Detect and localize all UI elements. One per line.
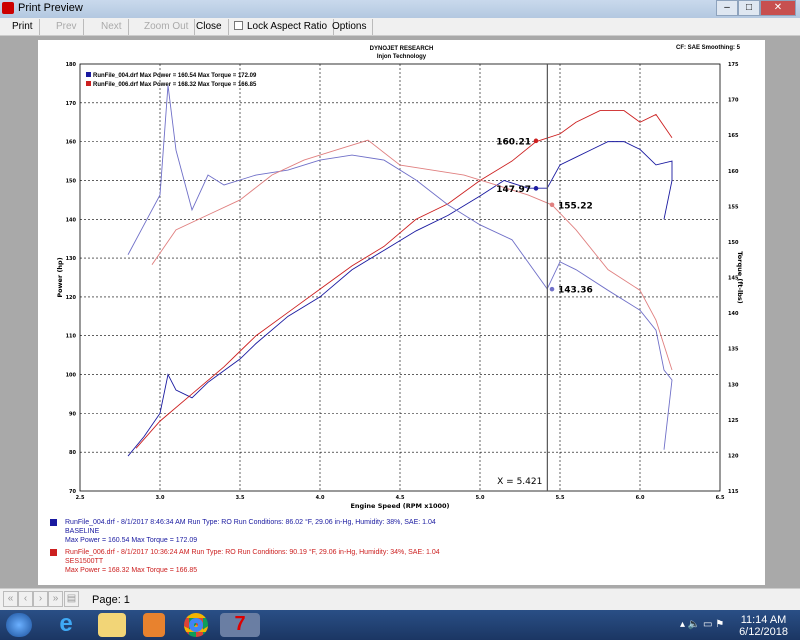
window-title: Print Preview <box>18 2 83 14</box>
run-swatch-blue <box>50 519 57 526</box>
report-subtitle: Injon Technology <box>376 54 427 60</box>
media-player-icon[interactable] <box>143 613 165 637</box>
app-icon <box>2 2 14 14</box>
run-swatch-red <box>50 549 57 556</box>
title-bar: Print Preview – □ ✕ <box>0 0 800 18</box>
minimize-button[interactable]: – <box>716 0 738 16</box>
status-bar: « ‹ › » ▤ Page: 1 <box>0 588 800 610</box>
close-button[interactable]: Close <box>190 19 229 35</box>
tray-icons[interactable]: ▴ 🔈 ▭ ⚑ <box>680 619 725 630</box>
start-button[interactable] <box>6 613 32 637</box>
page-indicator: Page: 1 <box>92 594 130 606</box>
checkbox-box[interactable] <box>234 21 243 30</box>
last-page-button[interactable]: » <box>48 591 63 607</box>
first-page-button[interactable]: « <box>3 591 18 607</box>
chrome-icon[interactable] <box>184 613 208 637</box>
lock-aspect-label: Lock Aspect Ratio <box>247 21 328 32</box>
next-button[interactable]: Next <box>95 19 129 35</box>
legend-swatch-blue <box>86 72 91 77</box>
prev-page-button[interactable]: ‹ <box>18 591 33 607</box>
taskbar: e 7 ▴ 🔈 ▭ ⚑ 11:14 AM 6/12/2018 <box>0 610 800 640</box>
settings-text: CF: SAE Smoothing: 5 <box>676 45 740 51</box>
zoom-out-button[interactable]: Zoom Out <box>138 19 196 35</box>
close-window-button[interactable]: ✕ <box>760 0 796 16</box>
internet-explorer-icon[interactable]: e <box>59 610 73 637</box>
file-explorer-icon[interactable] <box>98 613 126 637</box>
prev-button[interactable]: Prev <box>50 19 84 35</box>
legend-entry-run004: RunFile_004.drf Max Power = 160.54 Max T… <box>86 72 256 81</box>
dynojet-app-icon[interactable]: 7 <box>220 613 260 637</box>
run-info-006: RunFile_006.drf - 8/1/2017 10:36:24 AM R… <box>50 548 440 575</box>
company-name: DYNOJET RESEARCH <box>369 46 434 52</box>
clock[interactable]: 11:14 AM 6/12/2018 <box>739 614 788 638</box>
print-page: DYNOJET RESEARCH Injon Technology CF: SA… <box>38 40 765 585</box>
options-button[interactable]: Options <box>326 19 374 35</box>
toolbar: Print Prev Next Zoom Out Close Lock Aspe… <box>0 18 800 36</box>
legend-entry-run006: RunFile_006.drf Max Power = 168.32 Max T… <box>86 81 256 90</box>
vertical-scrollbar[interactable] <box>782 36 800 588</box>
legend-swatch-red <box>86 81 91 86</box>
print-button[interactable]: Print <box>6 19 40 35</box>
page-icon[interactable]: ▤ <box>64 591 79 607</box>
maximize-button[interactable]: □ <box>738 0 760 16</box>
run-info-004: RunFile_004.drf - 8/1/2017 8:46:34 AM Ru… <box>50 518 436 545</box>
next-page-button[interactable]: › <box>33 591 48 607</box>
lock-aspect-checkbox[interactable]: Lock Aspect Ratio <box>228 19 335 35</box>
